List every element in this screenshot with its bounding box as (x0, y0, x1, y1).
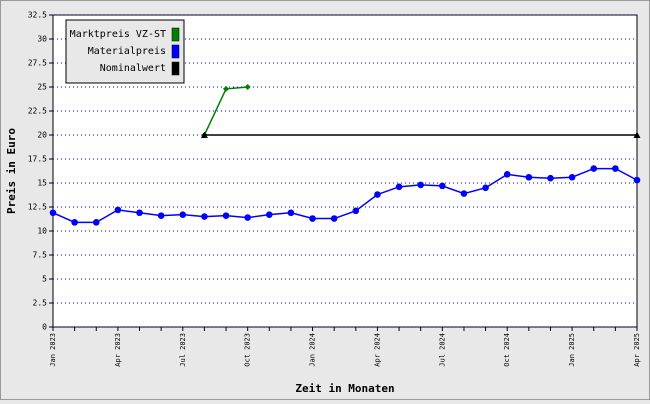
y-axis-title: Preis in Euro (5, 128, 18, 214)
legend-swatch (171, 27, 180, 42)
point (287, 209, 295, 217)
legend-swatch (171, 61, 180, 76)
point (525, 173, 533, 181)
x-tick-label: Oct 2024 (503, 333, 511, 367)
point (157, 212, 165, 219)
y-tick-label: 32.5 (28, 11, 47, 20)
series-line (52, 167, 638, 224)
y-tick-label: 7.5 (33, 251, 48, 260)
y-tick-label: 25 (37, 83, 47, 92)
y-tick-label: 5 (42, 275, 47, 284)
point (590, 165, 598, 172)
point (309, 215, 316, 222)
point (244, 214, 251, 221)
point (633, 176, 641, 184)
y-tick-label: 0 (42, 323, 47, 332)
point (439, 182, 446, 190)
point (222, 212, 230, 219)
point (71, 219, 78, 226)
x-tick-label: Apr 2024 (373, 333, 381, 367)
legend-label: Nominalwert (100, 63, 166, 74)
point (568, 173, 576, 181)
legend-label: Marktpreis VZ-ST (70, 29, 166, 40)
y-tick-label: 20 (37, 131, 47, 140)
point (49, 209, 57, 217)
point (352, 207, 360, 215)
x-tick-label: Jan 2023 (49, 333, 57, 367)
x-tick-label: Jul 2024 (438, 333, 446, 367)
point (374, 191, 381, 198)
point (395, 183, 403, 191)
x-axis-title: Zeit in Monaten (295, 382, 394, 395)
point (460, 190, 468, 197)
point (136, 209, 143, 217)
x-tick-label: Oct 2023 (244, 333, 252, 367)
point (633, 131, 641, 138)
point (612, 165, 619, 172)
x-tick-label: Jul 2023 (179, 333, 187, 367)
y-tick-label: 2.5 (33, 299, 48, 308)
y-tick-label: 15 (37, 179, 47, 188)
point (92, 219, 100, 226)
x-tick-label: Apr 2025 (633, 333, 641, 367)
x-tick-label: Jan 2025 (568, 333, 576, 367)
y-tick-label: 17.5 (28, 155, 47, 164)
point (114, 206, 122, 214)
point (179, 211, 187, 218)
point (201, 213, 208, 220)
point (330, 215, 338, 222)
point (503, 171, 511, 178)
y-tick-label: 27.5 (28, 59, 47, 68)
y-tick-label: 12.5 (28, 203, 47, 212)
y-tick-label: 22.5 (28, 107, 47, 116)
legend-label: Materialpreis (88, 46, 166, 57)
x-tick-label: Apr 2023 (114, 333, 122, 367)
point (244, 84, 251, 90)
y-tick-label: 30 (37, 35, 47, 44)
y-tick-label: 10 (37, 227, 47, 236)
point (482, 184, 489, 192)
legend-box (65, 19, 185, 84)
x-tick-label: Jan 2024 (309, 333, 317, 367)
legend-swatch (171, 44, 180, 59)
point (417, 181, 425, 189)
point (223, 85, 230, 92)
point (200, 131, 208, 138)
point (547, 174, 554, 182)
point (265, 211, 273, 218)
